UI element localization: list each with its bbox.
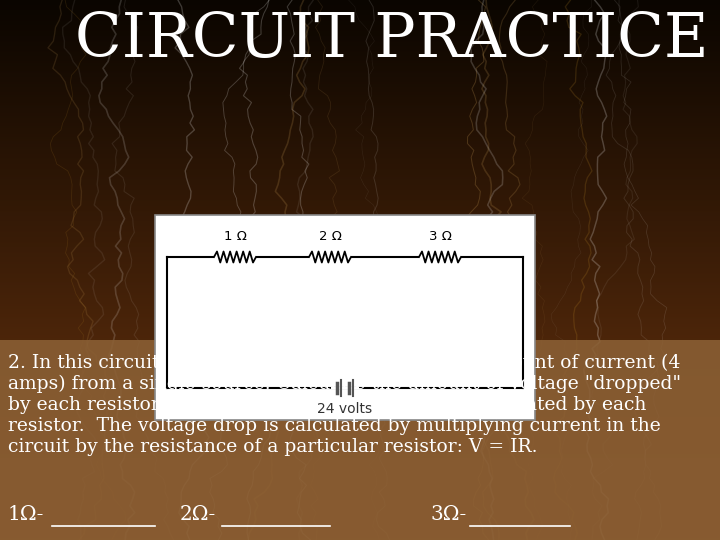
Text: 3 Ω: 3 Ω bbox=[428, 230, 451, 243]
Bar bbox=[0, 340, 720, 540]
Text: CIRCUIT PRACTICE: CIRCUIT PRACTICE bbox=[75, 10, 708, 70]
Bar bbox=[309, 251, 351, 264]
Text: 3Ω-: 3Ω- bbox=[430, 505, 467, 524]
Text: 2 Ω: 2 Ω bbox=[318, 230, 341, 243]
Bar bbox=[419, 251, 461, 264]
Text: 2Ω-: 2Ω- bbox=[180, 505, 216, 524]
Bar bbox=[155, 215, 535, 420]
Bar bbox=[331, 387, 359, 389]
Text: amps) from a single source. Calculate the amount of voltage "dropped": amps) from a single source. Calculate th… bbox=[8, 375, 681, 393]
Text: by each resistor, as well as the amount of power dissipated by each: by each resistor, as well as the amount … bbox=[8, 396, 647, 414]
Text: 1 Ω: 1 Ω bbox=[224, 230, 246, 243]
Text: resistor.  The voltage drop is calculated by multiplying current in the: resistor. The voltage drop is calculated… bbox=[8, 417, 661, 435]
Bar bbox=[214, 251, 256, 264]
Text: 2. In this circuit, three resistors receive the same amount of current (4: 2. In this circuit, three resistors rece… bbox=[8, 354, 680, 372]
Text: 24 volts: 24 volts bbox=[318, 402, 372, 416]
Text: circuit by the resistance of a particular resistor: V = IR.: circuit by the resistance of a particula… bbox=[8, 438, 538, 456]
Text: 1Ω-: 1Ω- bbox=[8, 505, 45, 524]
